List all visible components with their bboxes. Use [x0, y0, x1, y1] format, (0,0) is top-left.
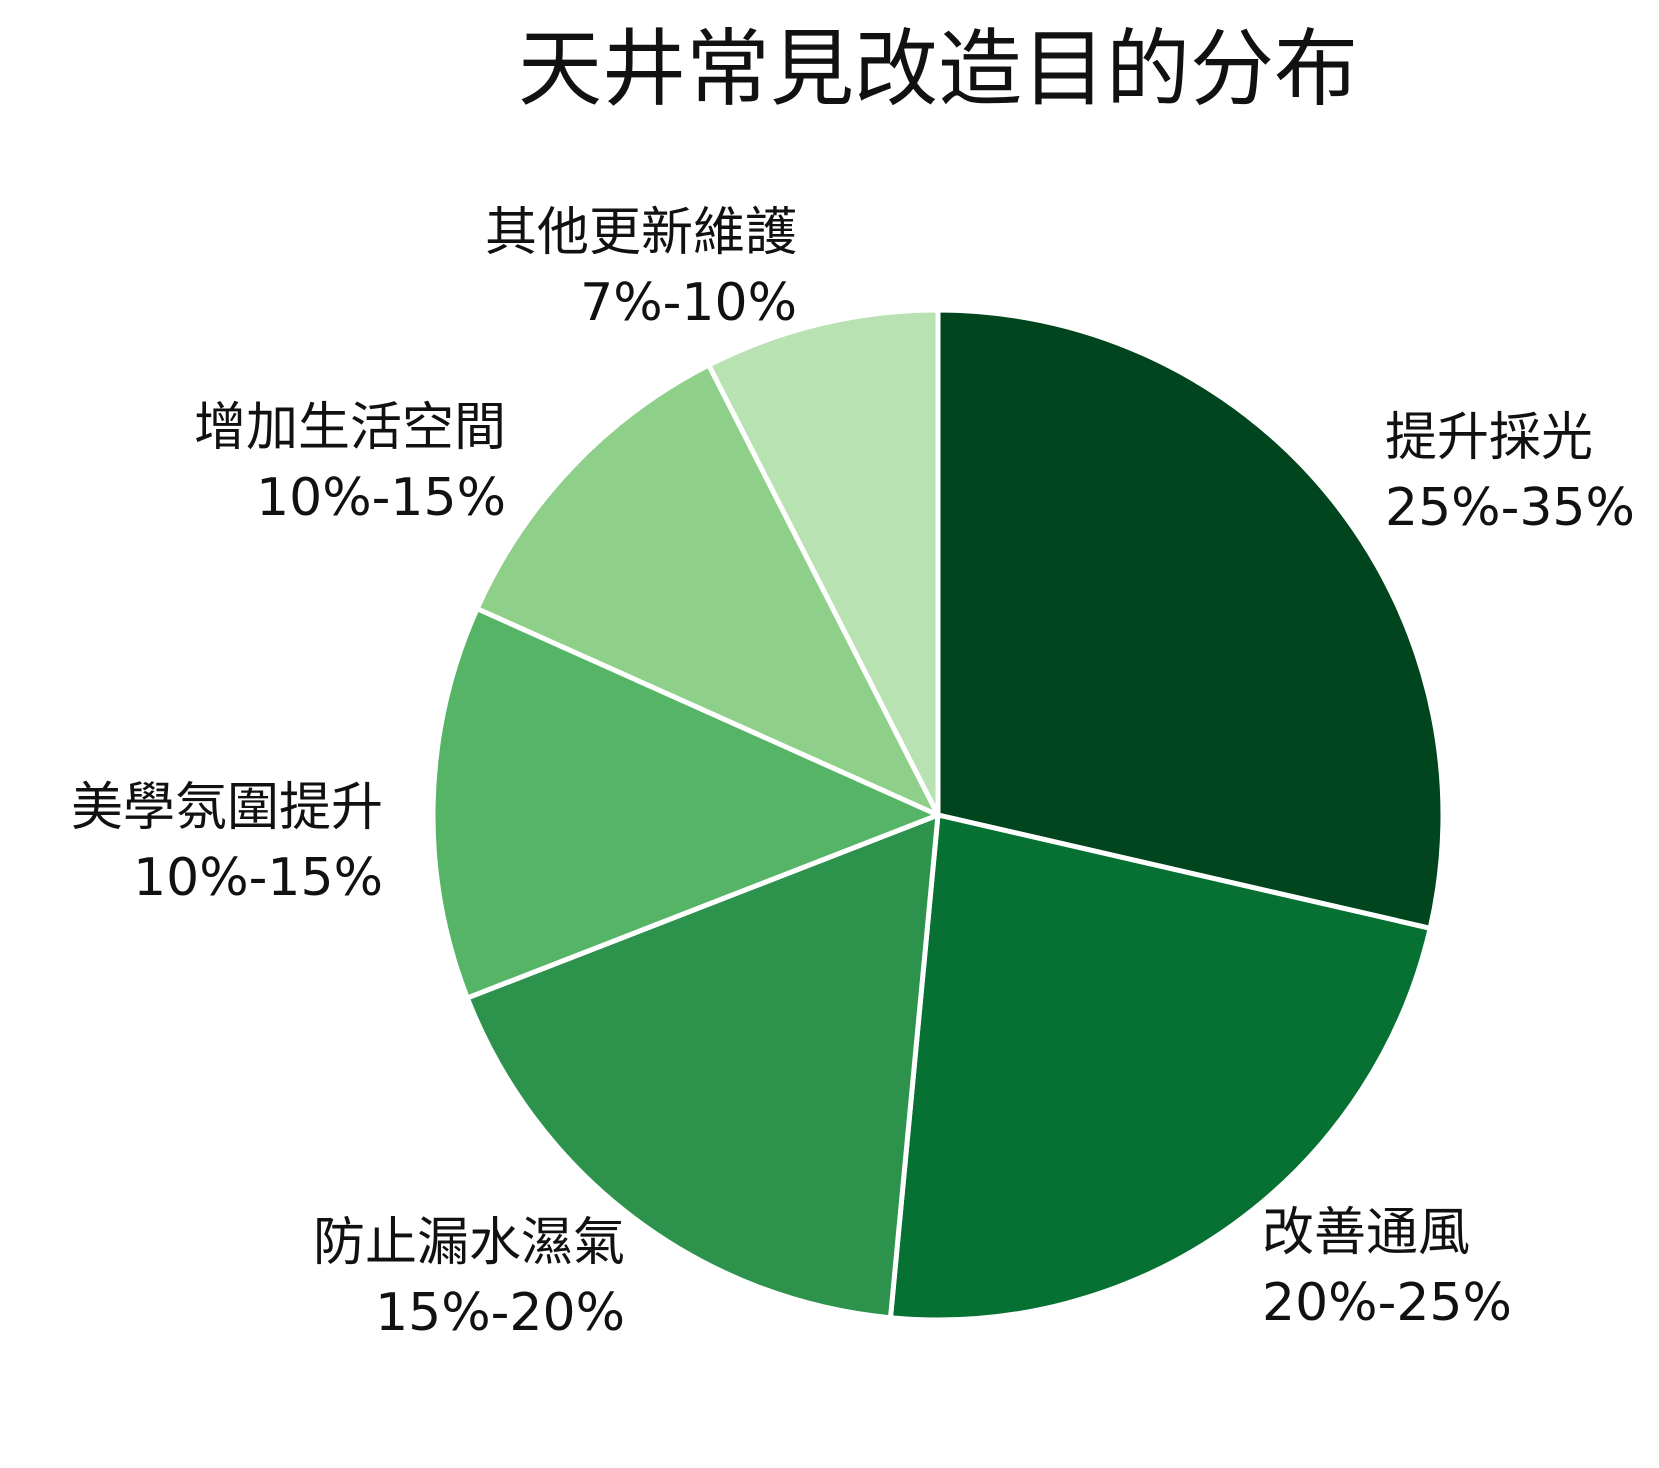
pie-slice: [935, 307, 1446, 931]
pie-slice: [474, 362, 941, 818]
slice-label: 防止漏水濕氣: [313, 1213, 625, 1273]
slice-range-label: 10%-15%: [133, 848, 383, 908]
slice-range-label: 7%-10%: [580, 273, 797, 333]
chart-title: 天井常見改造目的分布: [518, 20, 1358, 118]
slice-label: 美學氛圍提升: [71, 778, 383, 838]
pie-slice: [430, 606, 941, 1001]
pie-slices: [430, 307, 1446, 1323]
slice-label: 提升採光: [1385, 408, 1593, 468]
slice-label: 改善通風: [1262, 1203, 1470, 1263]
slice-label: 增加生活空間: [194, 398, 506, 458]
slice-label: 其他更新維護: [485, 203, 797, 263]
slice-range-label: 25%-35%: [1385, 478, 1635, 538]
slice-range-label: 10%-15%: [256, 468, 506, 528]
pie-slice: [706, 307, 941, 818]
slice-labels: 提升採光 25%-35% 改善通風 20%-25% 防止漏水濕氣 15%-20% 美學氛圍提…: [71, 203, 1635, 1343]
slice-range-label: 20%-25%: [1262, 1273, 1512, 1333]
pie-slice: [887, 812, 1433, 1323]
slice-range-label: 15%-20%: [375, 1283, 625, 1343]
pie-slice: [464, 812, 941, 1321]
